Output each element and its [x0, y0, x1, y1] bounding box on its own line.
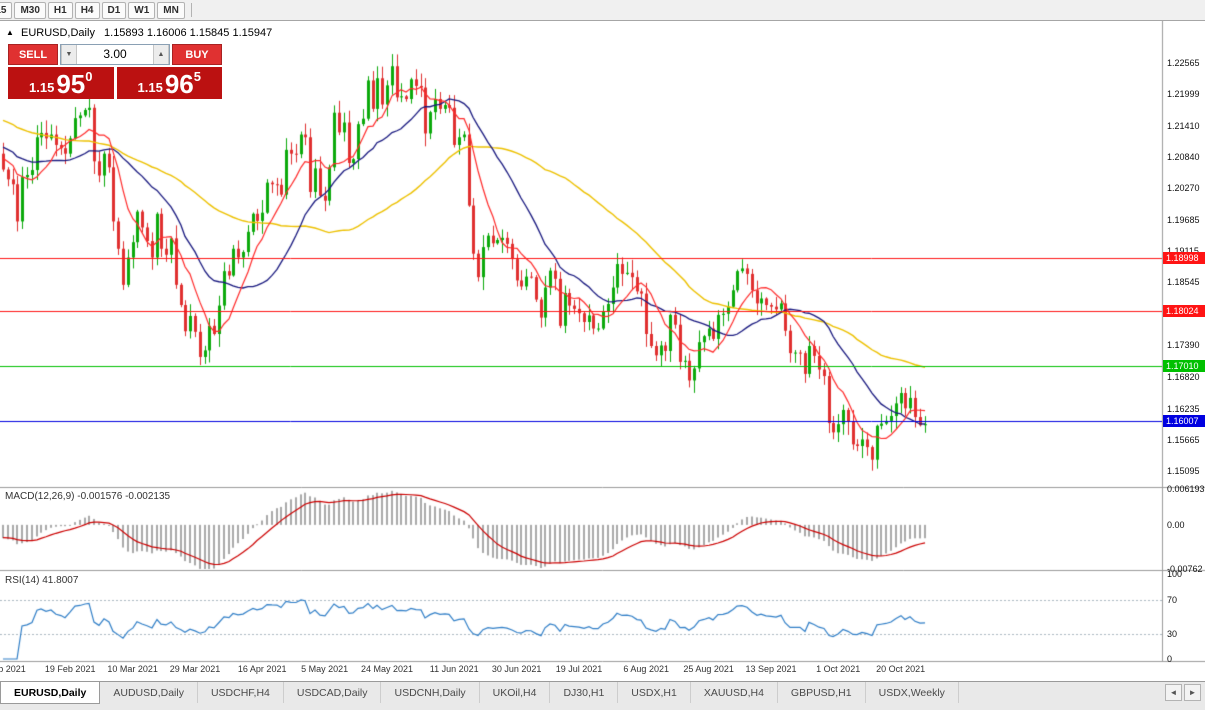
price-line-badge: 1.18024 — [1163, 304, 1205, 317]
chart-tab-ukoil-h4[interactable]: UKOil,H4 — [480, 682, 551, 703]
timeframe-button-m15[interactable]: M15 — [0, 1, 13, 19]
tab-scroll-controls: ◄ ► — [1165, 682, 1205, 703]
timeframe-button-w1[interactable]: W1 — [128, 1, 156, 19]
macd-axis-label: -0.00762 — [1167, 564, 1203, 574]
chart-ohlc-values: 1.15893 1.16006 1.15845 1.15947 — [104, 27, 273, 39]
chart-tab-gbpusd-h1[interactable]: GBPUSD,H1 — [778, 682, 866, 703]
timeframe-button-h1[interactable]: H1 — [47, 1, 73, 19]
date-axis-label: 6 Aug 2021 — [623, 664, 669, 674]
date-axis-label: 29 Mar 2021 — [169, 664, 221, 674]
chart-tab-usdcnh-daily[interactable]: USDCNH,Daily — [381, 682, 480, 703]
timeframe-toolbar: M15M30H1H4D1W1MN — [0, 0, 1205, 21]
price-line-badge: 1.17010 — [1163, 360, 1205, 373]
date-axis-label: 10 Mar 2021 — [107, 664, 158, 674]
volume-decrease-icon[interactable]: ▼ — [61, 45, 77, 64]
price-axis-label: 1.15095 — [1167, 465, 1200, 476]
timeframe-button-m30[interactable]: M30 — [14, 1, 46, 19]
date-axis-label: 5 May 2021 — [301, 664, 349, 674]
date-axis-label: 30 Jun 2021 — [491, 664, 542, 674]
chart-title: EURUSD,Daily — [20, 27, 95, 39]
rsi-axis-label: 70 — [1167, 594, 1178, 605]
price-axis-label: 1.15665 — [1167, 434, 1200, 445]
toolbar-separator — [190, 3, 192, 17]
tab-scroll-right-icon[interactable]: ► — [1184, 684, 1201, 701]
date-axis-label: 1 Feb 2021 — [0, 664, 26, 674]
one-click-trading-panel: SELL ▼ 3.00 ▲ BUY 1.15 95 0 1.15 96 5 — [8, 44, 222, 99]
volume-increase-icon[interactable]: ▲ — [153, 45, 169, 64]
macd-indicator-label: MACD(12,26,9) -0.001576 -0.002135 — [5, 491, 171, 502]
chart-tab-usdx-h1[interactable]: USDX,H1 — [618, 682, 691, 703]
collapse-icon[interactable]: ▲ — [6, 28, 14, 37]
date-axis-label: 24 May 2021 — [360, 664, 414, 674]
date-axis-label: 16 Apr 2021 — [237, 664, 287, 674]
chart-tab-eurusd-daily[interactable]: EURUSD,Daily — [0, 682, 101, 704]
date-axis-label: 19 Jul 2021 — [555, 664, 603, 674]
chart-tab-xauusd-h4[interactable]: XAUUSD,H4 — [691, 682, 778, 703]
buy-price-display[interactable]: 1.15 96 5 — [116, 67, 222, 99]
timeframe-button-mn[interactable]: MN — [157, 1, 185, 19]
chart-tab-audusd-daily[interactable]: AUDUSD,Daily — [100, 682, 198, 703]
chart-tabs-bar: EURUSD,Daily AUDUSD,Daily USDCHF,H4 USDCAD,… — [0, 681, 1205, 710]
date-axis-label: 1 Oct 2021 — [816, 664, 861, 674]
rsi-axis-label: 30 — [1167, 628, 1178, 639]
date-axis-label: 20 Oct 2021 — [876, 664, 926, 674]
price-axis-label: 1.17390 — [1167, 340, 1200, 351]
sell-button[interactable]: SELL — [8, 44, 58, 65]
price-axis-label: 1.22565 — [1167, 57, 1200, 68]
price-line-badge: 1.16007 — [1163, 415, 1205, 428]
tab-scroll-left-icon[interactable]: ◄ — [1165, 684, 1182, 701]
chart-tab-usdx-weekly[interactable]: USDX,Weekly — [866, 682, 959, 703]
buy-price-pip: 5 — [193, 69, 201, 84]
macd-axis-label: 0.00 — [1167, 519, 1185, 530]
date-axis-label: 13 Sep 2021 — [745, 664, 797, 674]
price-axis-label: 1.21410 — [1167, 120, 1200, 131]
timeframe-button-h4[interactable]: H4 — [74, 1, 100, 19]
chart-tab-usdcad-daily[interactable]: USDCAD,Daily — [284, 682, 382, 703]
sell-price-display[interactable]: 1.15 95 0 — [8, 67, 114, 99]
price-axis-label: 1.18545 — [1167, 277, 1200, 288]
rsi-axis-label: 0 — [1167, 654, 1173, 664]
price-axis-label: 1.20840 — [1167, 151, 1200, 162]
rsi-axis-label: 100 — [1167, 569, 1183, 579]
sell-price-big: 95 — [56, 69, 86, 99]
rsi-indicator-label: RSI(14) 41.8007 — [5, 575, 79, 586]
volume-input[interactable]: 3.00 — [103, 47, 127, 61]
price-axis-label: 1.16235 — [1167, 403, 1200, 414]
price-axis-label: 1.21999 — [1167, 88, 1200, 99]
date-axis-label: 11 Jun 2021 — [429, 664, 479, 674]
price-axis-label: 1.16820 — [1167, 371, 1200, 382]
sell-price-prefix: 1.15 — [29, 80, 55, 95]
buy-price-big: 96 — [164, 69, 194, 99]
sell-price-pip: 0 — [85, 69, 93, 84]
buy-button[interactable]: BUY — [172, 44, 222, 65]
macd-axis-label: 0.006193 — [1167, 484, 1205, 494]
price-axis-label: 1.19685 — [1167, 215, 1200, 226]
price-axis-label: 1.20270 — [1167, 183, 1200, 194]
buy-price-prefix: 1.15 — [137, 80, 163, 95]
chart-header: ▲ EURUSD,Daily 1.15893 1.16006 1.15845 1… — [6, 27, 272, 39]
chart-tab-usdchf-h4[interactable]: USDCHF,H4 — [198, 682, 284, 703]
date-axis-label: 19 Feb 2021 — [44, 664, 96, 674]
timeframe-button-d1[interactable]: D1 — [101, 1, 127, 19]
chart-tab-dj30-h1[interactable]: DJ30,H1 — [550, 682, 619, 703]
price-axis-label: 1.19115 — [1167, 246, 1199, 256]
price-line-badge: 1.18998 — [1163, 251, 1205, 264]
volume-box: ▼ 3.00 ▲ — [60, 44, 170, 65]
date-axis-label: 25 Aug 2021 — [683, 664, 734, 674]
